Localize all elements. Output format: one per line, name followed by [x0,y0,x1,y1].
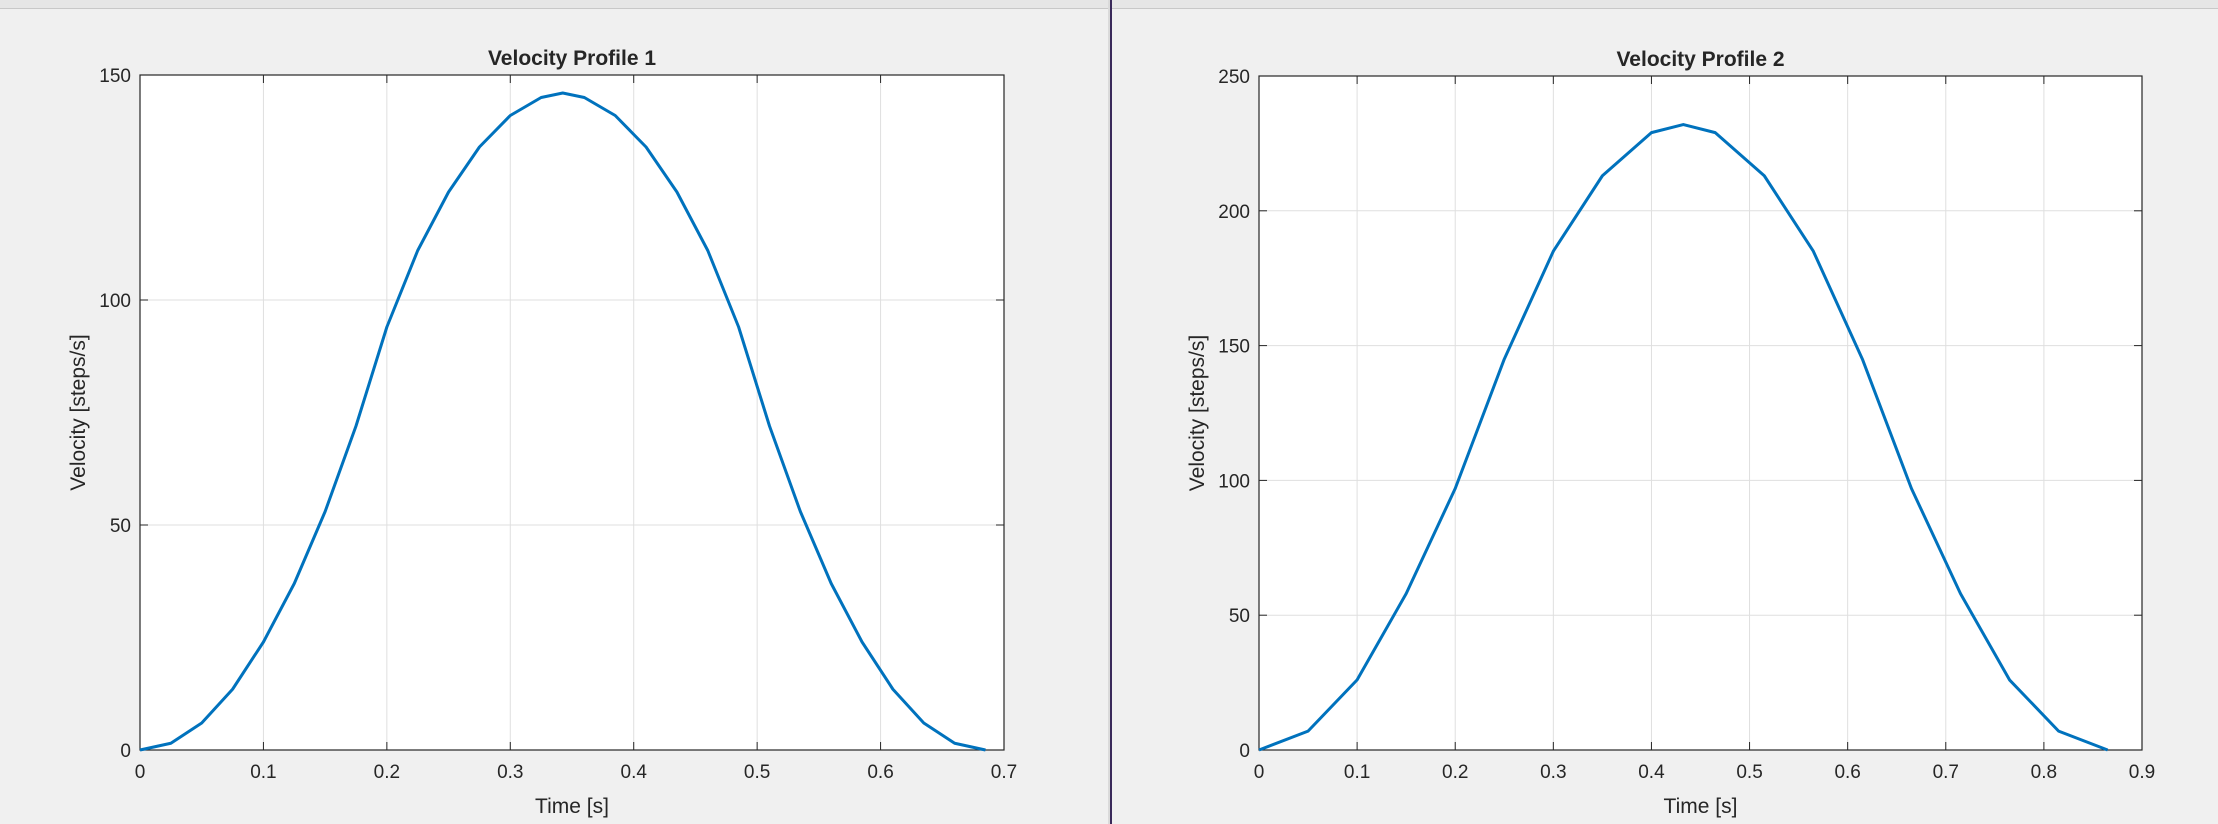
x-axis-label: Time [s] [1664,795,1738,818]
axes-box [1258,75,2143,751]
y-tick-label: 250 [1218,67,1250,88]
x-tick-label: 0.1 [250,762,276,783]
x-tick-label: 0.4 [621,762,648,783]
x-tick-label: 0.7 [991,762,1017,783]
y-tick-label: 100 [1218,471,1250,492]
y-tick-label: 0 [1239,741,1250,762]
x-tick-label: 0.4 [1638,762,1665,783]
axes-box [139,74,1005,751]
y-tick-label: 50 [1229,606,1250,627]
x-axis-label: Time [s] [535,795,609,818]
x-tick-label: 0.6 [867,762,893,783]
chart-title: Velocity Profile 2 [1616,48,1784,71]
x-tick-label: 0 [1254,762,1265,783]
x-tick-label: 0.8 [2031,762,2057,783]
x-tick-label: 0.1 [1344,762,1370,783]
y-tick-label: 100 [99,291,131,312]
x-tick-label: 0.7 [1933,762,1959,783]
x-tick-label: 0.9 [2129,762,2155,783]
y-tick-label: 150 [1218,337,1250,358]
y-tick-label: 150 [99,66,131,87]
y-axis-label: Velocity [steps/s] [67,334,90,490]
y-tick-label: 0 [120,741,131,762]
data-line [139,91,986,752]
y-tick-label: 50 [110,516,131,537]
x-tick-label: 0 [135,762,146,783]
plot-area [1259,76,2142,750]
x-tick-label: 0.5 [744,762,770,783]
x-tick-label: 0.2 [1442,762,1468,783]
chart-title: Velocity Profile 1 [488,47,656,70]
y-axis-label: Velocity [steps/s] [1186,335,1209,491]
x-tick-label: 0.6 [1834,762,1860,783]
y-tick-label: 200 [1218,202,1250,223]
x-tick-label: 0.5 [1736,762,1762,783]
data-line [1258,123,2109,752]
x-tick-label: 0.3 [1540,762,1566,783]
x-tick-label: 0.2 [374,762,400,783]
x-tick-label: 0.3 [497,762,523,783]
plot-area [140,75,1004,750]
